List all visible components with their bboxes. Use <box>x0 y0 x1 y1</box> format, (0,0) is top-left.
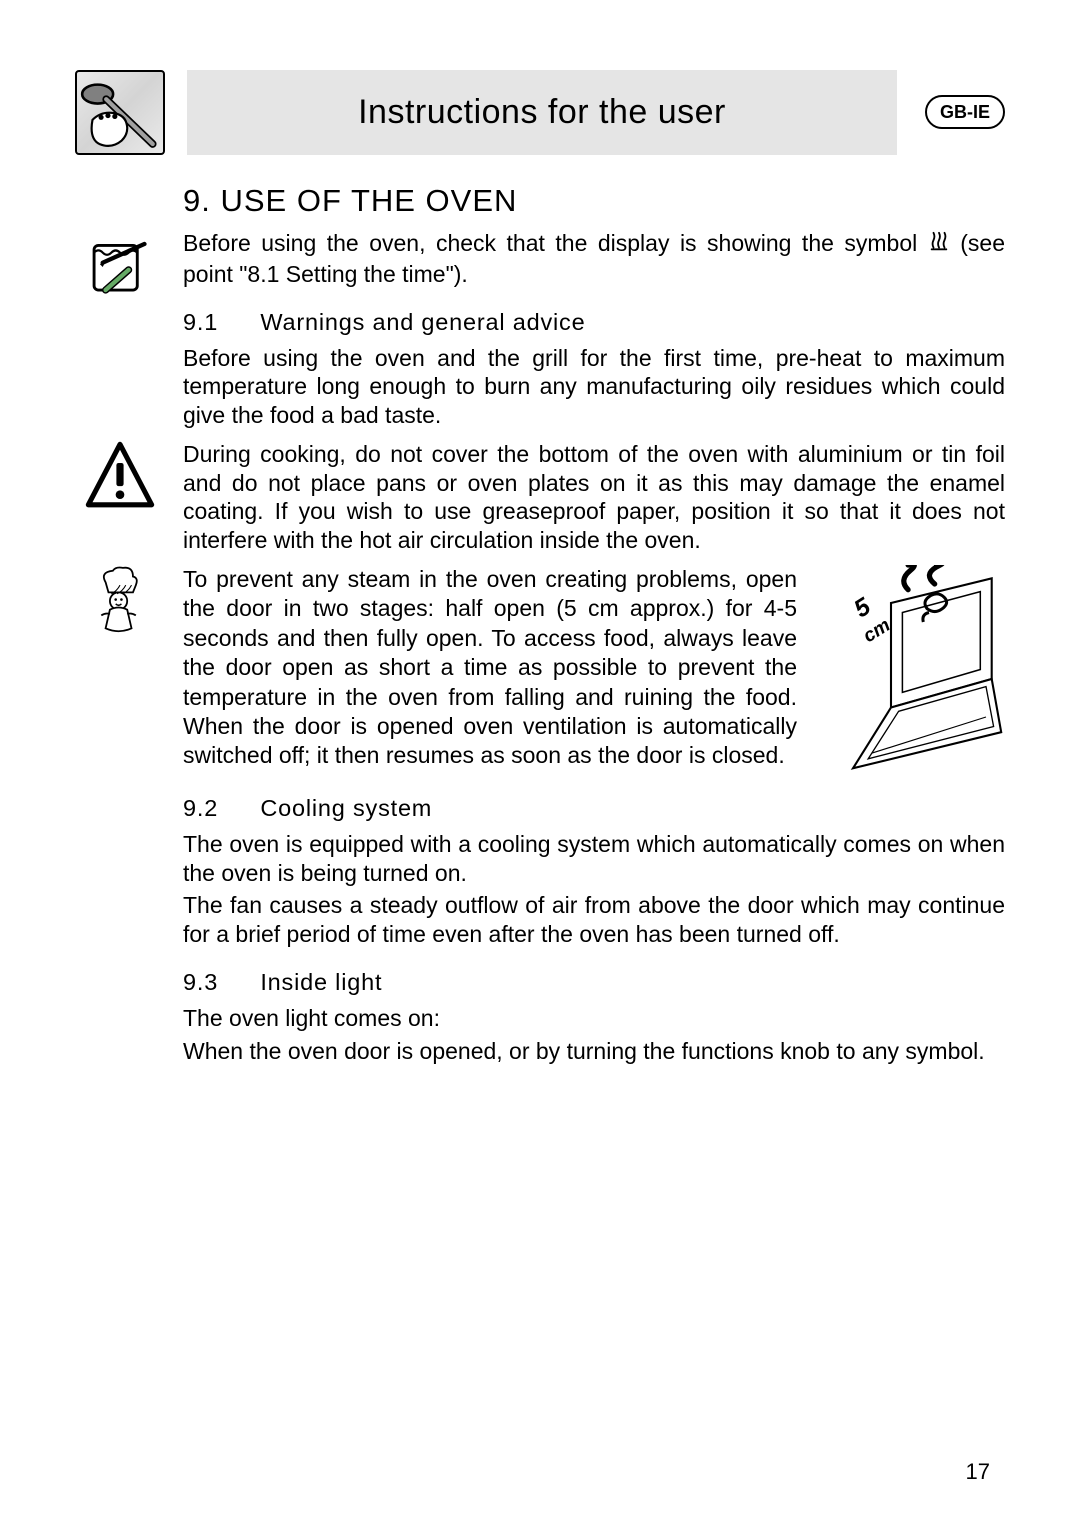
oven-open-5cm-icon: 5 cm <box>815 565 1005 774</box>
sub1-title: Warnings and general advice <box>260 309 585 335</box>
section-number: 9. <box>183 183 211 218</box>
sub3-p2: When the oven door is opened, or by turn… <box>183 1037 1005 1066</box>
region-badge: GB-IE <box>925 95 1005 129</box>
section-heading: 9. USE OF THE OVEN <box>183 183 1005 219</box>
warning-row: During cooking, do not cover the bottom … <box>75 440 1005 559</box>
intro-before: Before using the oven, check that the di… <box>183 230 928 256</box>
section-9-text: 9. USE OF THE OVEN Before using the oven… <box>183 183 1005 434</box>
section-intro: Before using the oven, check that the di… <box>183 229 1005 289</box>
section-9-row: 9. USE OF THE OVEN Before using the oven… <box>75 183 1005 434</box>
sub3-number: 9.3 <box>183 969 253 996</box>
page-title: Instructions for the user <box>358 93 726 132</box>
spoon-chef-icon <box>77 70 163 156</box>
svg-text:5: 5 <box>849 592 876 623</box>
brand-logo-icon <box>75 70 165 155</box>
warning-icon-cell <box>75 440 165 512</box>
steam-para-row: To prevent any steam in the oven creatin… <box>183 565 1005 775</box>
page-title-band: Instructions for the user <box>187 70 897 155</box>
document-page: Instructions for the user GB-IE 9. USE O… <box>0 0 1080 1529</box>
chef-row: To prevent any steam in the oven creatin… <box>75 565 1005 1070</box>
sub2-p2: The fan causes a steady outflow of air f… <box>183 891 1005 949</box>
sub2-heading: 9.2 Cooling system <box>183 795 1005 822</box>
sub2-number: 9.2 <box>183 795 253 822</box>
warning-text: During cooking, do not cover the bottom … <box>183 440 1005 559</box>
warning-triangle-icon <box>84 440 156 512</box>
sub2-p1: The oven is equipped with a cooling syst… <box>183 830 1005 888</box>
sub1-p3: To prevent any steam in the oven creatin… <box>183 565 797 771</box>
notes-icon-cell <box>75 183 165 303</box>
oven-door-figure: 5 cm <box>815 565 1005 775</box>
sub3-p1: The oven light comes on: <box>183 1004 1005 1033</box>
sub1-number: 9.1 <box>183 309 253 336</box>
header-row: Instructions for the user GB-IE <box>75 70 1005 155</box>
chef-icon-cell <box>75 565 165 637</box>
sub3-title: Inside light <box>260 969 382 995</box>
sub1-p2: During cooking, do not cover the bottom … <box>183 440 1005 555</box>
sub1-p1: Before using the oven and the grill for … <box>183 344 1005 430</box>
sub2-title: Cooling system <box>260 795 432 821</box>
page-number: 17 <box>966 1459 990 1485</box>
notes-pencil-icon <box>84 231 156 303</box>
sub3-heading: 9.3 Inside light <box>183 969 1005 996</box>
sub1-heading: 9.1 Warnings and general advice <box>183 309 1005 336</box>
chef-text-wrap: To prevent any steam in the oven creatin… <box>183 565 1005 1070</box>
section-title-text: USE OF THE OVEN <box>220 183 517 218</box>
chef-tip-icon <box>84 565 156 637</box>
heat-waves-icon <box>928 231 950 260</box>
region-label: GB-IE <box>940 102 990 123</box>
